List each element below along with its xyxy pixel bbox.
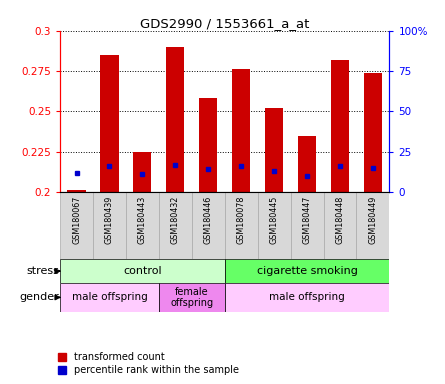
Text: GSM180448: GSM180448 xyxy=(336,195,344,243)
Title: GDS2990 / 1553661_a_at: GDS2990 / 1553661_a_at xyxy=(140,17,309,30)
Text: GSM180443: GSM180443 xyxy=(138,195,147,243)
Bar xyxy=(291,192,324,259)
Bar xyxy=(60,283,159,312)
Text: control: control xyxy=(123,266,162,276)
Bar xyxy=(159,283,225,312)
Bar xyxy=(199,98,217,192)
Bar xyxy=(225,259,389,283)
Text: male offspring: male offspring xyxy=(72,292,147,303)
Text: GSM180447: GSM180447 xyxy=(303,195,312,244)
Bar xyxy=(324,192,356,259)
Bar xyxy=(68,190,85,192)
Bar xyxy=(265,108,283,192)
Bar xyxy=(101,55,118,192)
Text: stress: stress xyxy=(27,266,60,276)
Bar xyxy=(356,192,389,259)
Text: cigarette smoking: cigarette smoking xyxy=(257,266,357,276)
Bar xyxy=(60,259,225,283)
Bar xyxy=(364,73,382,192)
Text: GSM180449: GSM180449 xyxy=(368,195,377,244)
Bar xyxy=(258,192,291,259)
Bar xyxy=(225,283,389,312)
Text: female
offspring: female offspring xyxy=(170,286,213,308)
Text: GSM180446: GSM180446 xyxy=(204,195,213,243)
Text: GSM180067: GSM180067 xyxy=(72,195,81,244)
Bar xyxy=(298,136,316,192)
Bar xyxy=(192,192,225,259)
Bar xyxy=(93,192,126,259)
Text: GSM180078: GSM180078 xyxy=(237,195,246,244)
Bar xyxy=(232,70,250,192)
Text: GSM180432: GSM180432 xyxy=(171,195,180,244)
Text: GSM180445: GSM180445 xyxy=(270,195,279,244)
Legend: transformed count, percentile rank within the sample: transformed count, percentile rank withi… xyxy=(56,351,240,377)
Bar xyxy=(331,60,349,192)
Text: gender: gender xyxy=(20,292,60,303)
Bar xyxy=(60,192,93,259)
Bar xyxy=(134,152,151,192)
Bar xyxy=(225,192,258,259)
Bar xyxy=(166,47,184,192)
Bar xyxy=(126,192,159,259)
Text: male offspring: male offspring xyxy=(269,292,345,303)
Text: GSM180439: GSM180439 xyxy=(105,195,114,244)
Bar xyxy=(159,192,192,259)
